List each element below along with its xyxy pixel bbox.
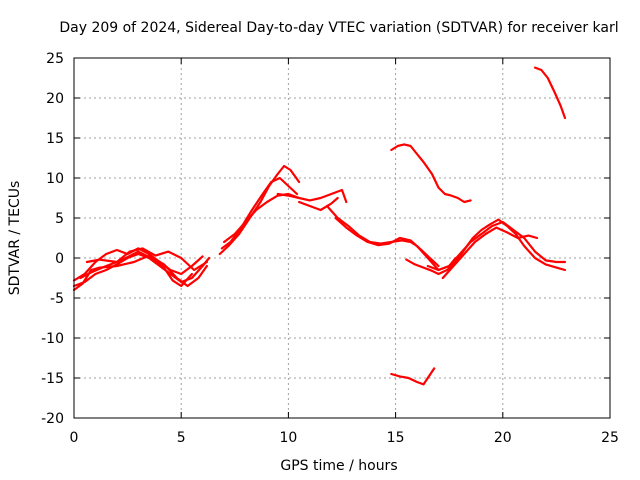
x-tick-label: 5	[177, 430, 186, 446]
series-arc-l	[334, 216, 440, 268]
grid	[74, 58, 610, 418]
series-arc-f	[218, 164, 301, 256]
y-tick-label: -10	[41, 331, 64, 347]
y-tick-label: -15	[41, 371, 64, 387]
y-tick-label: 20	[46, 91, 64, 107]
series-arc-a	[72, 252, 211, 288]
y-tick-label: 10	[46, 171, 64, 187]
axis-ticks: 0 5 10 15 20 25 -20 -15 -10 -5 0 5 10 15 20 25	[41, 51, 619, 446]
y-tick-label: 25	[46, 51, 64, 67]
series-arc-p	[390, 143, 472, 204]
y-tick-label: 15	[46, 131, 64, 147]
series-arc-q	[390, 367, 436, 386]
chart-title: Day 209 of 2024, Sidereal Day-to-day VTE…	[59, 20, 618, 36]
plot-frame	[73, 57, 611, 419]
series-arc-e	[85, 247, 208, 272]
series-arc-j	[298, 196, 339, 212]
x-tick-label: 20	[494, 430, 512, 446]
x-axis-label: GPS time / hours	[280, 458, 397, 474]
y-axis-label: SDTVAR / TECUs	[7, 181, 23, 296]
y-tick-label: 5	[55, 211, 64, 227]
series-arc-n	[426, 220, 567, 272]
series-arc-d	[79, 250, 193, 288]
y-tick-label: -20	[41, 411, 64, 427]
x-tick-label: 10	[279, 430, 297, 446]
y-tick-label: 0	[55, 251, 64, 267]
series-arc-o	[441, 226, 539, 280]
series-arc-k	[325, 204, 457, 272]
y-tick-label: -5	[50, 291, 64, 307]
series-arc-g	[220, 176, 299, 250]
x-tick-label: 0	[70, 430, 79, 446]
series-arc-r	[533, 66, 567, 120]
data-series	[72, 66, 567, 386]
x-tick-label: 25	[601, 430, 619, 446]
series-arc-m	[405, 218, 567, 276]
x-tick-label: 15	[387, 430, 405, 446]
series-arc-i	[276, 188, 348, 204]
